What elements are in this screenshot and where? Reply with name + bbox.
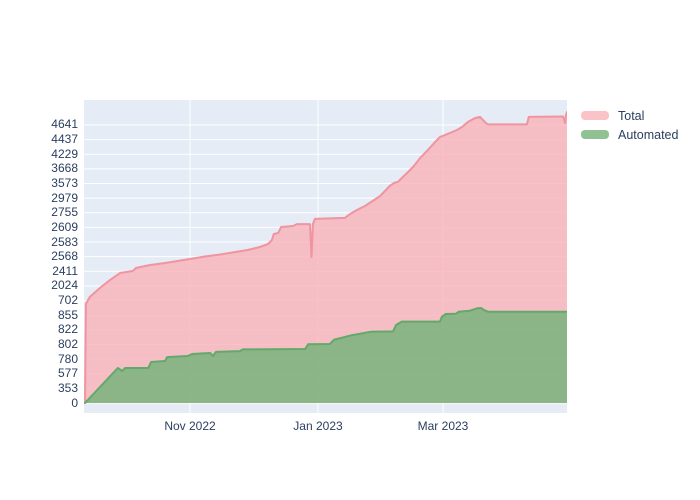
legend: Total Automated <box>581 106 678 144</box>
legend-swatch-icon <box>581 130 609 139</box>
x-tick-label: Nov 2022 <box>164 419 216 433</box>
x-tick-label: Mar 2023 <box>417 419 469 433</box>
area-automated <box>85 308 567 403</box>
plot-svg <box>84 100 567 413</box>
plot-area[interactable] <box>84 100 567 413</box>
y-tick-label: 2411 <box>52 263 78 278</box>
y-tick-label: 2755 <box>51 205 78 220</box>
y-tick-label: 4641 <box>51 117 78 132</box>
x-tick-label: Jan 2023 <box>293 419 343 433</box>
y-tick-label: 3668 <box>51 161 78 176</box>
line-total <box>84 111 567 404</box>
y-tick-label: 2583 <box>51 234 78 249</box>
y-tick-label: 822 <box>57 322 78 337</box>
y-tick-label: 780 <box>57 351 78 366</box>
y-tick-label: 2568 <box>51 249 78 264</box>
legend-label: Total <box>618 108 645 123</box>
legend-label: Automated <box>618 127 679 142</box>
y-tick-label: 702 <box>57 293 78 308</box>
y-tick-label: 3573 <box>51 176 78 191</box>
y-tick-label: 353 <box>57 380 78 395</box>
y-tick-label: 2609 <box>51 219 78 234</box>
line-automated <box>84 307 567 404</box>
y-tick-label: 2979 <box>51 190 78 205</box>
y-tick-label: 4437 <box>51 132 78 147</box>
y-tick-label: 0 <box>71 395 78 410</box>
y-tick-label: 577 <box>57 366 78 381</box>
legend-item-total[interactable]: Total <box>581 106 678 125</box>
legend-swatch-icon <box>581 111 609 120</box>
y-tick-label: 4229 <box>51 146 78 161</box>
y-tick-label: 2024 <box>51 278 78 293</box>
y-tick-label: 855 <box>57 307 78 322</box>
y-tick-label: 802 <box>57 336 78 351</box>
legend-item-automated[interactable]: Automated <box>581 125 678 144</box>
